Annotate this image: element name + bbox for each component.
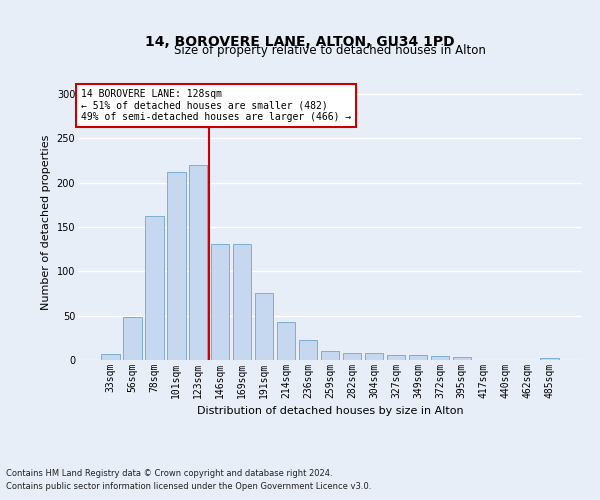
- Bar: [431, 356, 449, 360]
- Bar: [365, 353, 383, 360]
- Bar: [452, 358, 471, 360]
- Bar: [101, 354, 119, 360]
- Bar: [167, 172, 185, 360]
- Title: Size of property relative to detached houses in Alton: Size of property relative to detached ho…: [174, 44, 486, 58]
- Bar: [233, 244, 251, 360]
- Bar: [277, 322, 295, 360]
- Bar: [386, 354, 405, 360]
- Bar: [145, 216, 164, 360]
- Text: Contains HM Land Registry data © Crown copyright and database right 2024.: Contains HM Land Registry data © Crown c…: [6, 468, 332, 477]
- Bar: [320, 351, 340, 360]
- Bar: [123, 316, 142, 360]
- Text: Contains public sector information licensed under the Open Government Licence v3: Contains public sector information licen…: [6, 482, 371, 491]
- Bar: [299, 340, 317, 360]
- Bar: [189, 165, 208, 360]
- Bar: [541, 358, 559, 360]
- Bar: [211, 244, 229, 360]
- Bar: [409, 354, 427, 360]
- Bar: [343, 353, 361, 360]
- Bar: [255, 294, 274, 360]
- Y-axis label: Number of detached properties: Number of detached properties: [41, 135, 51, 310]
- Text: 14 BOROVERE LANE: 128sqm
← 51% of detached houses are smaller (482)
49% of semi-: 14 BOROVERE LANE: 128sqm ← 51% of detach…: [80, 89, 351, 122]
- X-axis label: Distribution of detached houses by size in Alton: Distribution of detached houses by size …: [197, 406, 463, 416]
- Text: 14, BOROVERE LANE, ALTON, GU34 1PD: 14, BOROVERE LANE, ALTON, GU34 1PD: [145, 35, 455, 49]
